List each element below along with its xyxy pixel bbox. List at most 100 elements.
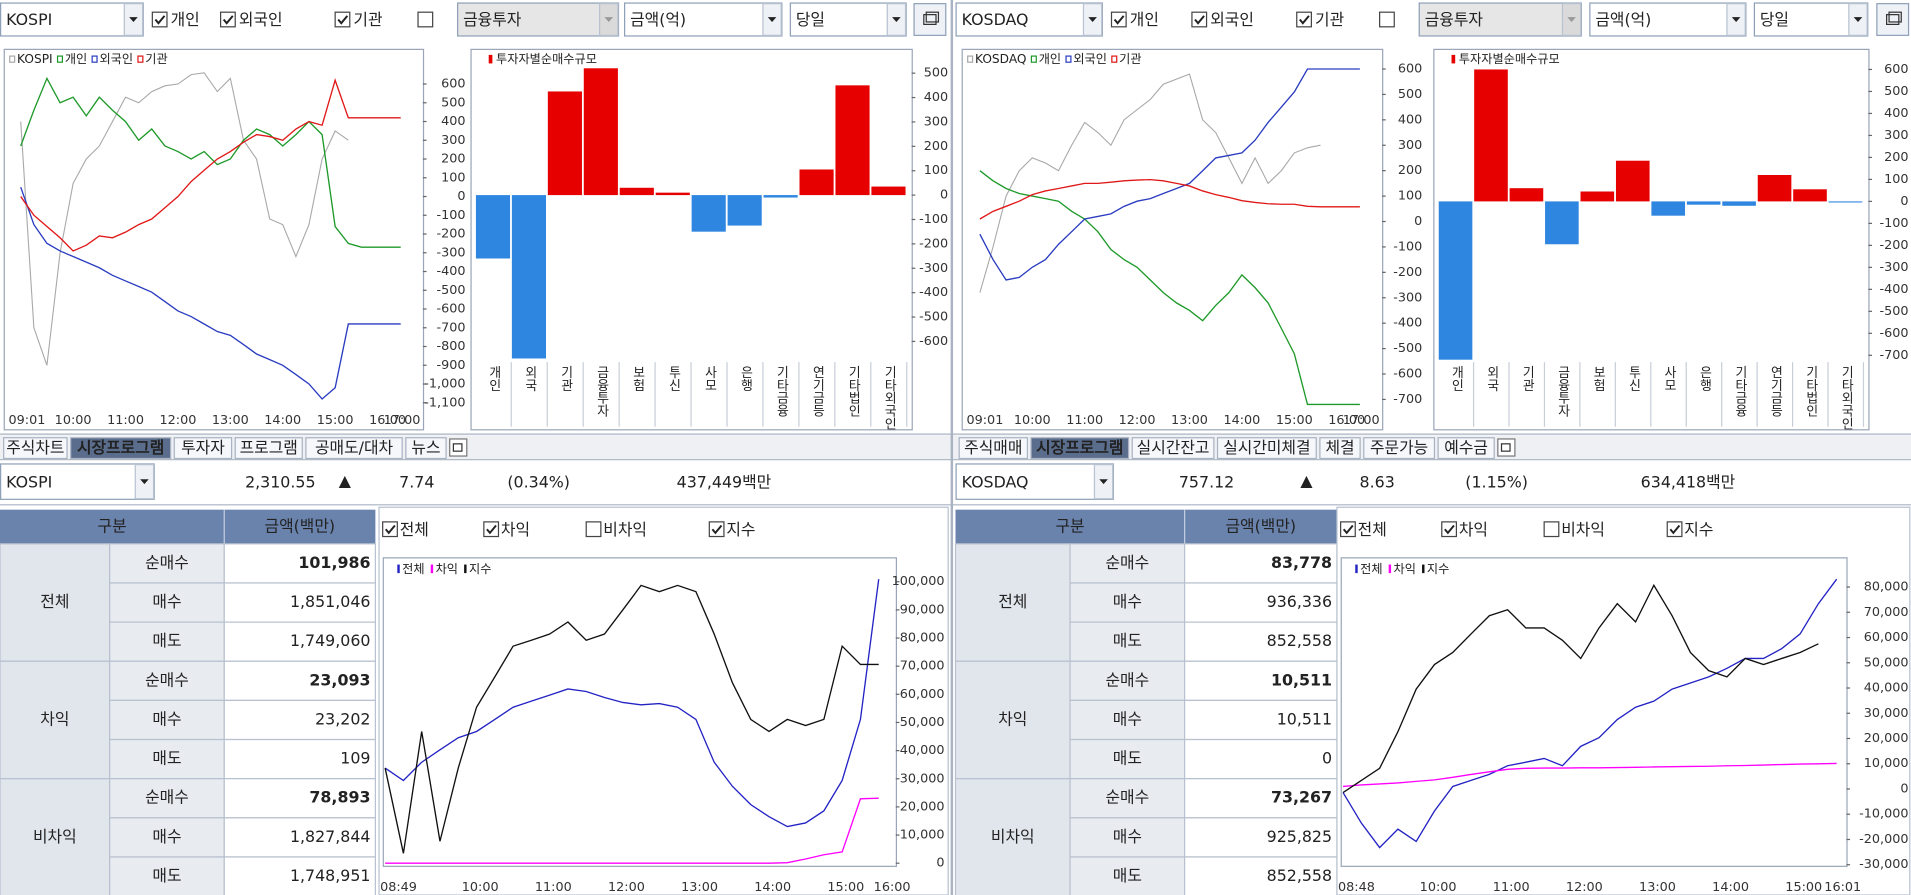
window-button[interactable] [1876, 3, 1910, 36]
checkbox-label[interactable]: 외국인 [239, 10, 283, 29]
tab-label[interactable]: 주식매매 [964, 438, 1022, 457]
unit-select-text[interactable]: 금액(억) [1595, 10, 1651, 29]
checkmark [1113, 15, 1125, 25]
tab[interactable] [70, 437, 172, 460]
checkbox-label[interactable]: 개인 [171, 10, 200, 29]
series-line [384, 584, 879, 854]
window-button[interactable] [913, 3, 947, 36]
bar [547, 91, 582, 196]
tab[interactable] [305, 437, 403, 460]
checkbox[interactable] [1191, 11, 1208, 28]
checkbox-label[interactable]: 외국인 [1210, 10, 1254, 29]
value-cell [1184, 778, 1338, 819]
tab-label[interactable]: 뉴스 [411, 438, 440, 457]
checkbox[interactable] [483, 521, 500, 538]
market-select[interactable] [955, 2, 1103, 37]
checkbox[interactable] [1340, 521, 1356, 538]
checkbox-label[interactable]: 비차익 [1561, 520, 1605, 539]
checkbox-label[interactable]: 개인 [1130, 10, 1159, 29]
group-label: 전체 [40, 592, 69, 611]
investor-select-text[interactable]: 금융투자 [1425, 10, 1484, 29]
tab[interactable] [1030, 437, 1130, 460]
tab-menu-button[interactable] [449, 438, 468, 457]
y-tick-label: 100 [924, 163, 948, 178]
tab-label[interactable]: 예수금 [1444, 438, 1488, 457]
row-value: 10,511 [1277, 709, 1332, 728]
dropdown-arrow [1099, 479, 1108, 485]
y-tick-label: 0 [1414, 214, 1422, 229]
legend-swatch [137, 55, 144, 63]
checkbox[interactable] [1543, 521, 1560, 538]
tab[interactable] [1131, 437, 1215, 460]
market-select-text[interactable]: KOSDAQ [962, 10, 1029, 29]
y-tick-label: -500 [1393, 341, 1422, 356]
tab[interactable] [405, 437, 447, 460]
period-select-text[interactable]: 당일 [1760, 10, 1789, 29]
period-select-text[interactable]: 당일 [796, 10, 825, 29]
checkbox[interactable] [708, 521, 725, 538]
x-tick-label: 14:00 [1712, 880, 1749, 895]
checkbox-label[interactable]: 기관 [1315, 10, 1344, 29]
tab[interactable] [1437, 437, 1495, 460]
checkbox[interactable] [1379, 11, 1395, 28]
tab-label[interactable]: 프로그램 [240, 438, 298, 457]
unit-select[interactable] [624, 2, 783, 37]
checkbox[interactable] [334, 11, 351, 28]
tab-label[interactable]: 투자자 [181, 438, 225, 457]
checkbox-label[interactable]: 차익 [501, 520, 530, 539]
tab[interactable] [234, 437, 303, 460]
tab-label[interactable]: 주문가능 [1370, 438, 1428, 457]
window-icon [923, 14, 937, 25]
tab-menu-button[interactable] [1497, 438, 1516, 457]
checkbox-label[interactable]: 비차익 [603, 520, 647, 539]
legend-swatch [464, 564, 467, 574]
tab-label[interactable]: 체결 [1325, 438, 1354, 457]
x-tick-label: 11:00 [107, 413, 144, 428]
tab[interactable] [1216, 437, 1317, 460]
tab-label[interactable]: 주식차트 [6, 438, 64, 457]
tab-label[interactable]: 실시간잔고 [1137, 438, 1210, 457]
quote-market-select[interactable] [955, 463, 1114, 500]
legend-label: KOSPI [17, 52, 53, 66]
checkbox-label[interactable]: 차익 [1459, 520, 1488, 539]
tab[interactable] [1319, 437, 1361, 460]
investor-select-text[interactable]: 금융투자 [463, 10, 522, 29]
checkbox[interactable] [219, 11, 236, 28]
checkbox-label[interactable]: 지수 [726, 520, 755, 539]
tab-label[interactable]: 실시간미체결 [1223, 438, 1310, 457]
quote-market-select-text[interactable]: KOSDAQ [962, 472, 1029, 491]
x-tick-label: 기타법인 [845, 366, 860, 418]
unit-select[interactable] [1589, 2, 1747, 37]
tab-label[interactable]: 공매도/대차 [315, 438, 394, 457]
unit-select-text[interactable]: 금액(억) [630, 10, 686, 29]
investor-select[interactable] [1418, 2, 1582, 37]
checkbox[interactable] [1441, 521, 1458, 538]
checkbox-label[interactable]: 지수 [1684, 520, 1713, 539]
checkbox[interactable] [1666, 521, 1683, 538]
checkbox[interactable] [151, 11, 168, 28]
tab[interactable] [958, 437, 1029, 460]
checkbox-label[interactable]: 기관 [353, 10, 382, 29]
checkbox[interactable] [585, 521, 602, 538]
quote-market-select-text[interactable]: KOSPI [6, 472, 52, 491]
checkbox-label[interactable]: 전체 [400, 520, 429, 539]
row-value: 0 [1322, 749, 1332, 768]
row-label: 순매수 [1106, 670, 1150, 689]
quote-direction: ▲ [339, 471, 352, 490]
row-label: 매도 [152, 631, 181, 650]
y-tick-label: -600 [1393, 367, 1422, 382]
tab-label[interactable]: 시장프로그램 [77, 438, 164, 457]
checkbox[interactable] [382, 521, 398, 538]
checkbox-label[interactable]: 전체 [1358, 520, 1387, 539]
checkbox[interactable] [1296, 11, 1312, 28]
checkbox[interactable] [417, 11, 434, 28]
tab-label[interactable]: 시장프로그램 [1036, 438, 1123, 457]
quote-amount: 437,449백만 [677, 472, 772, 491]
tab[interactable] [1363, 437, 1436, 460]
checkmark [711, 524, 723, 535]
tab[interactable] [3, 437, 68, 460]
checkbox[interactable] [1110, 11, 1127, 28]
y-tick-label: 80,000 [1864, 580, 1909, 595]
market-select-text[interactable]: KOSPI [6, 10, 52, 29]
tab[interactable] [173, 437, 233, 460]
